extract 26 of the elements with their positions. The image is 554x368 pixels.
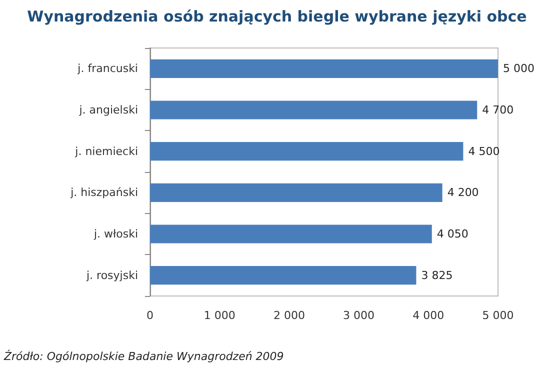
x-tick-label: 0 [146,309,154,322]
data-label: 3 825 [421,268,453,282]
y-tick-label: j. rosyjski [85,268,138,282]
text: Źródło: Ogólnopolskie Badanie Wynagrodzeń 2009 [3,349,284,363]
y-tick-label: j. francuski [76,62,138,76]
y-tick-label: j. niemiecki [74,144,138,158]
data-label: 4 700 [482,104,514,116]
bar [150,224,432,244]
x-tick-label: 2 000 [273,309,305,322]
y-tick-label: j. angielski [78,104,138,116]
data-label: 4 200 [447,186,479,200]
bar [150,100,478,120]
y-tick-label: j. hiszpański [70,186,138,200]
x-tick-label: 1 000 [204,309,236,322]
bar [150,266,416,285]
bar [150,59,498,78]
x-tick-label: 4 000 [412,309,444,322]
x-tick-label: 5 000 [482,309,514,322]
bar [150,183,442,202]
data-label: 4 050 [436,228,468,240]
data-label: 4 500 [468,144,500,158]
bar [150,142,464,161]
chart-title: Wynagrodzenia osób znających biegle wybrane języki obce [27,8,527,26]
y-tick-label: j. włoski [92,228,138,240]
x-tick-label: 3 000 [343,309,375,322]
data-label: 5 000 [503,62,534,76]
